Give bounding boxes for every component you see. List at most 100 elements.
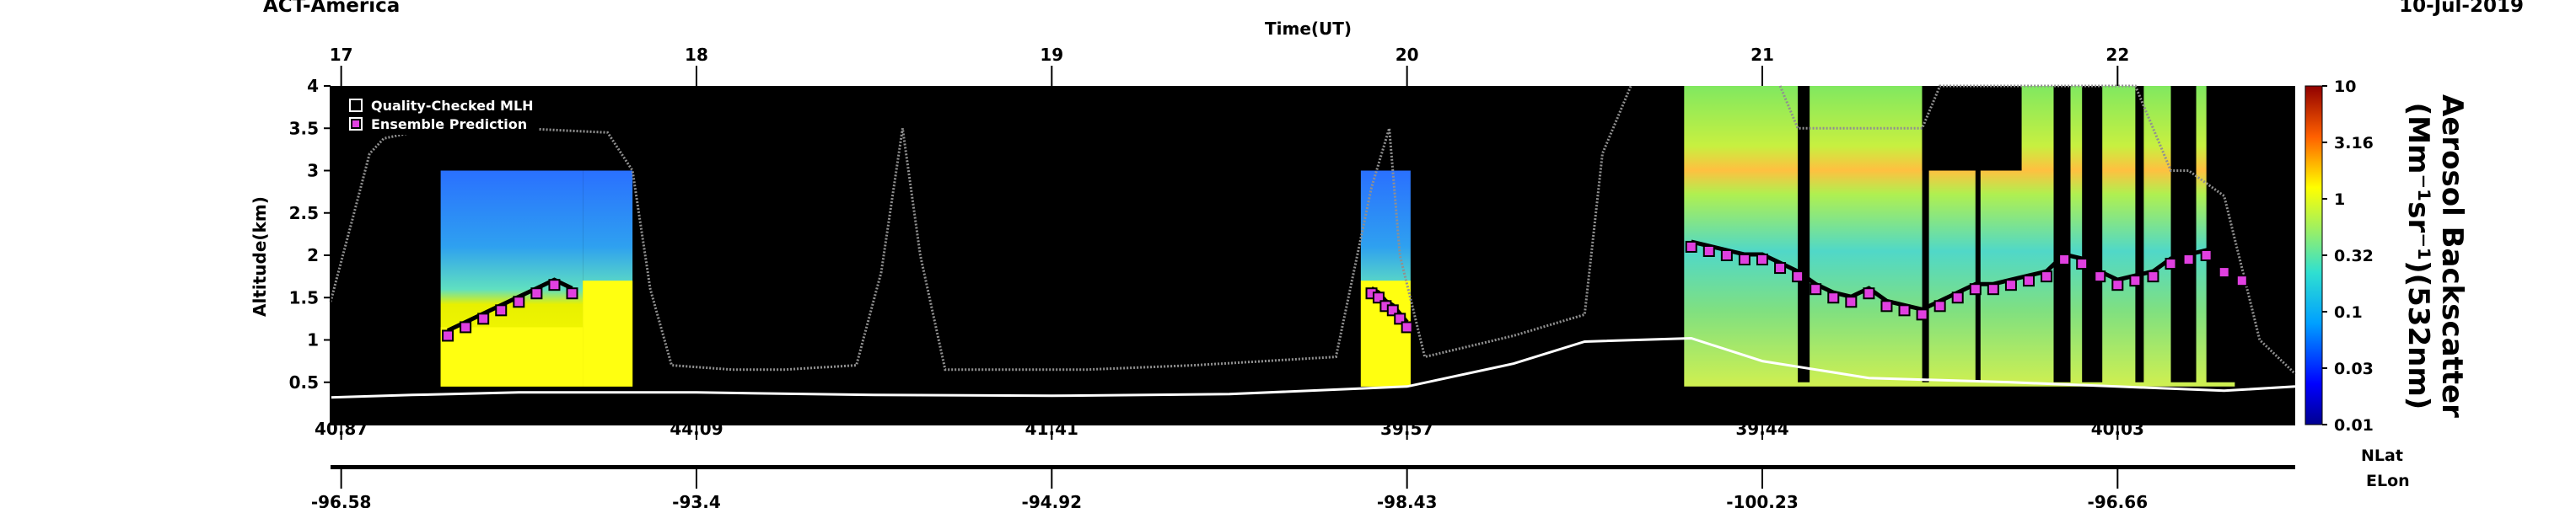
- ensemble-point: [1880, 300, 1893, 313]
- chart-legend: Quality-Checked MLH Ensemble Prediction: [341, 94, 539, 135]
- colorbar-tick-label: 0.1: [2334, 303, 2363, 322]
- ensemble-point: [1845, 296, 1858, 308]
- ensemble-point: [1774, 262, 1787, 275]
- ensemble-point: [2094, 270, 2106, 283]
- y-tick-label: 4: [307, 76, 319, 96]
- ensemble-point: [460, 321, 472, 334]
- elon-axis-bar: [331, 465, 2295, 469]
- ensemble-point: [2200, 249, 2213, 261]
- header-date: 10-Jul-2019: [2399, 0, 2524, 17]
- time-tick-label: 17: [330, 45, 353, 65]
- ensemble-point: [1969, 283, 1982, 296]
- ensemble-point: [1702, 244, 1715, 257]
- ensemble-point: [2218, 266, 2230, 279]
- ensemble-point: [1685, 240, 1697, 253]
- ensemble-point: [1916, 308, 1928, 321]
- nlat-tick-label: 40.03: [2091, 419, 2144, 439]
- data-gap: [2053, 86, 2071, 382]
- boundary-layer-fill: [583, 281, 633, 387]
- ensemble-point: [442, 329, 454, 342]
- ensemble-point: [2147, 270, 2159, 283]
- ensemble-point: [2182, 254, 2195, 266]
- elon-tick-label: -100.23: [1726, 492, 1798, 508]
- data-gap: [2135, 86, 2144, 382]
- y-tick-label: 3: [307, 161, 319, 181]
- colorbar-tick-label: 1: [2334, 190, 2345, 209]
- ensemble-point: [1827, 291, 1840, 304]
- ensemble-point: [2129, 275, 2142, 287]
- ensemble-point: [1372, 291, 1385, 304]
- ensemble-point: [1756, 254, 1768, 266]
- ensemble-point: [477, 313, 490, 325]
- legend-marker-mlh: [349, 99, 363, 112]
- elon-axis-label: ELon: [2366, 472, 2410, 490]
- legend-label-ensemble: Ensemble Prediction: [371, 115, 528, 132]
- ensemble-point: [1810, 283, 1822, 296]
- header-title: ACT-America: [263, 0, 401, 17]
- legend-label-mlh: Quality-Checked MLH: [371, 97, 534, 114]
- ensemble-point: [1386, 304, 1399, 317]
- data-gap: [1798, 86, 1810, 382]
- time-tick-label: 19: [1040, 45, 1063, 65]
- ensemble-point: [2235, 275, 2248, 287]
- boundary-layer-fill: [440, 327, 583, 387]
- ensemble-point: [2165, 258, 2177, 270]
- y-tick-label: 1: [307, 330, 319, 350]
- ensemble-point: [513, 296, 525, 308]
- ensemble-point: [1933, 300, 1946, 313]
- y-tick-label: 1.5: [289, 287, 319, 307]
- colorbar-tick-label: 0.01: [2334, 416, 2374, 435]
- y-tick-label: 2.5: [289, 203, 319, 223]
- time-tick-label: 22: [2105, 45, 2129, 65]
- nlat-axis-label: NLat: [2361, 447, 2403, 465]
- nlat-tick-label: 40.87: [315, 419, 368, 439]
- nlat-tick-label: 44.09: [670, 419, 723, 439]
- ensemble-point: [530, 287, 543, 300]
- elon-tick-label: -93.4: [672, 492, 721, 508]
- ensemble-point: [1863, 287, 1875, 300]
- data-gap: [1975, 86, 1981, 382]
- ensemble-point: [2041, 270, 2053, 283]
- ensemble-point: [2004, 279, 2017, 291]
- ensemble-point: [566, 287, 578, 300]
- ensemble-point: [1951, 291, 1964, 304]
- terrain-line: [330, 336, 2296, 399]
- x-axis-title: Time(UT): [1265, 19, 1353, 39]
- ensemble-point: [1987, 283, 1999, 296]
- elon-tick-label: -96.58: [311, 492, 372, 508]
- legend-marker-ensemble: [349, 117, 363, 131]
- colorbar-tick-label: 0.03: [2334, 360, 2374, 378]
- ensemble-point: [495, 304, 508, 317]
- legend-item-ensemble: Ensemble Prediction: [346, 115, 534, 133]
- ensemble-point: [2058, 254, 2071, 266]
- ensemble-point: [1394, 313, 1406, 325]
- y-tick-label: 2: [307, 245, 319, 265]
- legend-item-mlh: Quality-Checked MLH: [346, 96, 534, 115]
- data-gap: [2206, 86, 2235, 382]
- time-tick-label: 21: [1750, 45, 1774, 65]
- elon-tick-label: -96.66: [2088, 492, 2148, 508]
- nlat-tick-label: 39.57: [1380, 419, 1433, 439]
- y-tick-label: 3.5: [289, 118, 319, 138]
- ensemble-point: [1738, 254, 1750, 266]
- nlat-tick-label: 41.41: [1025, 419, 1078, 439]
- time-tick-label: 18: [685, 45, 708, 65]
- data-gap: [2170, 86, 2197, 382]
- ensemble-point: [2111, 279, 2124, 291]
- ensemble-point: [1720, 249, 1733, 261]
- ensemble-point: [548, 279, 561, 291]
- data-gap: [1922, 86, 2022, 171]
- colorbar-tick-label: 10: [2334, 78, 2356, 96]
- aircraft-altitude-line: [1778, 84, 2297, 375]
- colorbar-tick-label: 3.16: [2334, 134, 2374, 152]
- ensemble-point: [1401, 321, 1413, 334]
- data-gap: [1922, 86, 1929, 382]
- data-gap: [2082, 86, 2103, 382]
- nlat-tick-label: 39.44: [1735, 419, 1788, 439]
- time-tick-label: 20: [1396, 45, 1419, 65]
- ensemble-point: [1792, 270, 1804, 283]
- colorbar: [2304, 85, 2323, 425]
- colorbar-tick-label: 0.32: [2334, 247, 2374, 265]
- elon-tick-label: -98.43: [1377, 492, 1438, 508]
